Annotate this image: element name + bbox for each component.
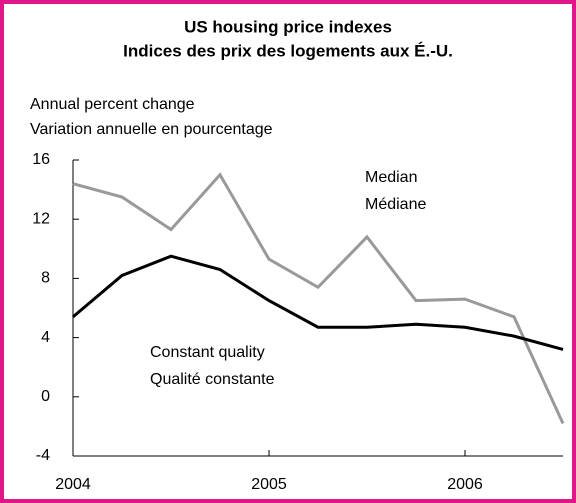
y-axis-label: Annual percent change	[30, 96, 195, 113]
y-tick-label: 0	[41, 388, 50, 405]
y-tick-label: 16	[32, 151, 50, 168]
y-axis-label: Variation annuelle en pourcentage	[30, 121, 273, 138]
chart-subtitle: Indices des prix des logements aux É.-U.	[123, 41, 453, 60]
series-line	[72, 172, 565, 425]
y-tick-label: -4	[36, 447, 50, 464]
series-label: Median	[365, 169, 417, 186]
x-tick-label: 2006	[447, 476, 483, 493]
y-tick-label: 4	[41, 329, 50, 346]
x-tick-label: 2004	[55, 476, 91, 493]
chart-title: US housing price indexes	[184, 17, 392, 36]
x-tick-label: 2005	[251, 476, 287, 493]
series-label: Qualité constante	[150, 371, 275, 388]
series-label: Constant quality	[150, 344, 265, 361]
series-line	[72, 254, 564, 351]
y-tick-label: 8	[41, 270, 50, 287]
series-label: Médiane	[365, 196, 426, 213]
y-tick-label: 12	[32, 210, 50, 227]
